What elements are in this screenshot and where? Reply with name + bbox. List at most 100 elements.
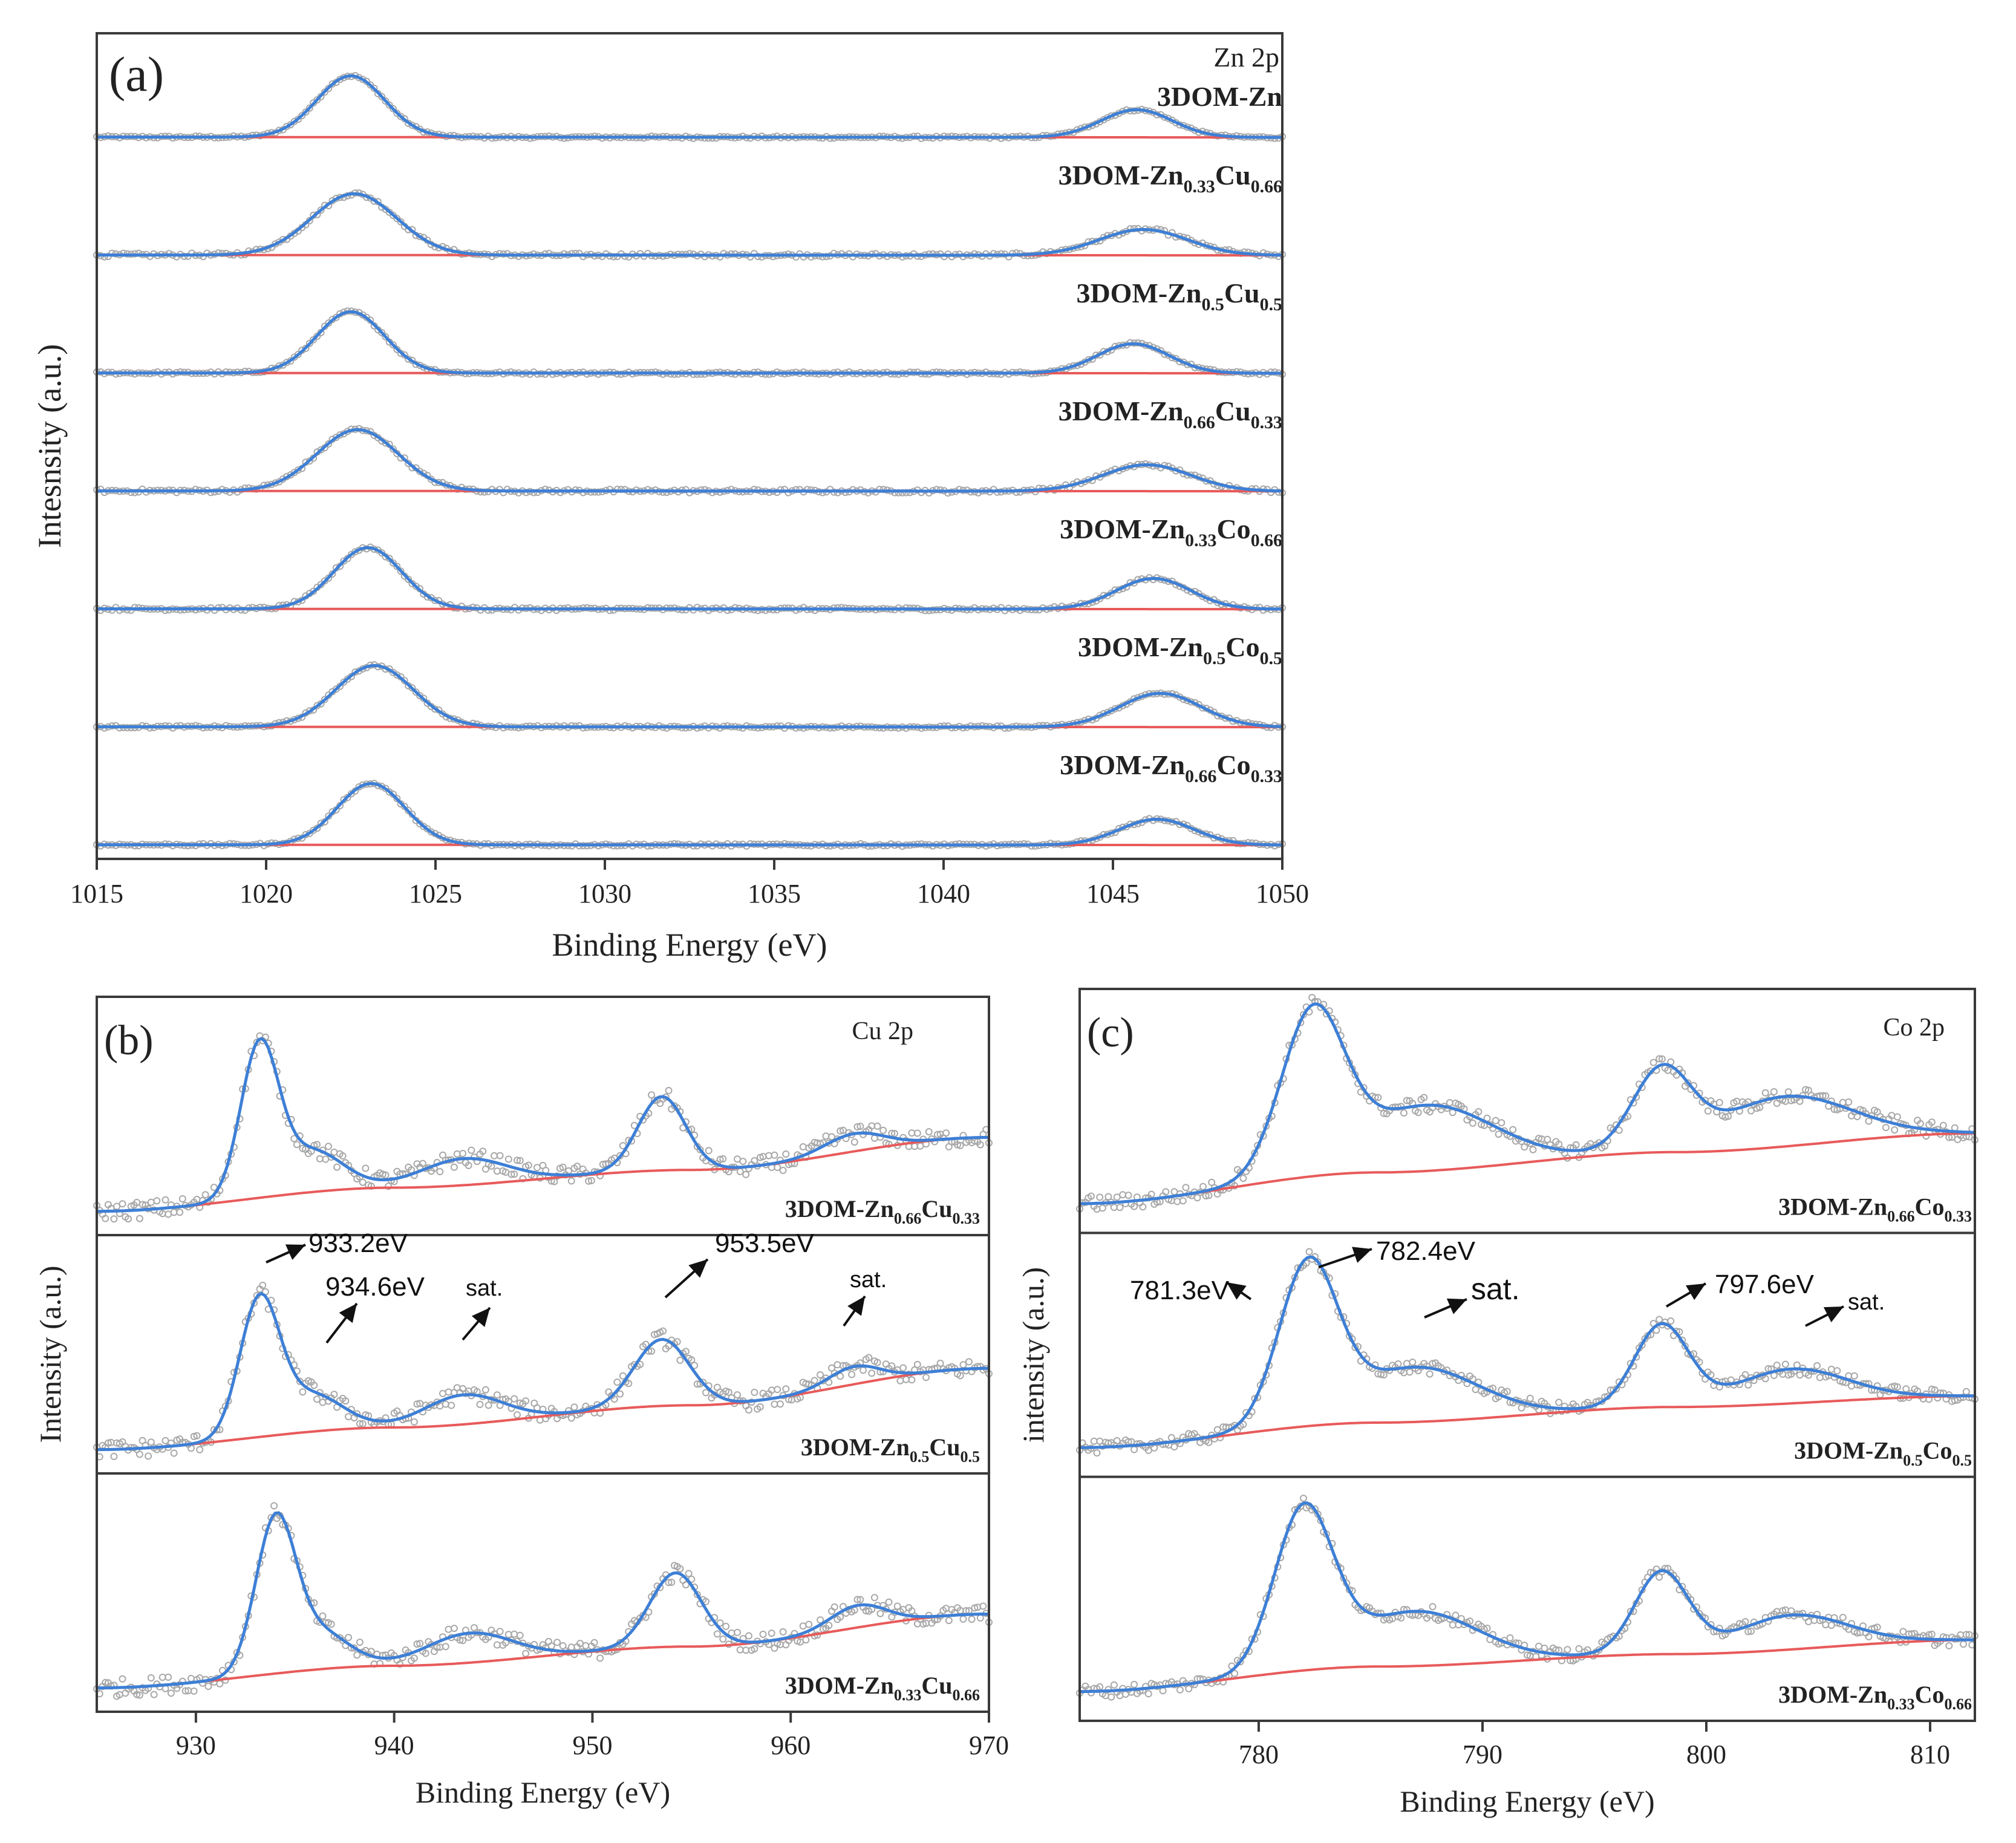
data-point [332, 313, 340, 321]
series-label-sub: 0.5 [1903, 1452, 1923, 1469]
data-point [771, 1400, 778, 1408]
data-point [147, 1438, 155, 1446]
data-point [468, 1146, 475, 1154]
annotation-arrowhead [1686, 1284, 1706, 1300]
data-point [908, 1376, 916, 1384]
data-point [476, 1400, 484, 1408]
raw-data-points [93, 543, 1286, 615]
data-point [1506, 1634, 1514, 1642]
background-line [97, 1367, 990, 1451]
series-label: 3DOM-Zn0.33Cu0.66 [1059, 160, 1282, 197]
data-point [865, 1354, 873, 1362]
data-point [1902, 1385, 1910, 1393]
series-label: 3DOM-Zn0.5Co0.5 [1078, 631, 1282, 668]
series-label-element: Co [1915, 1681, 1945, 1708]
data-point [1761, 1375, 1769, 1383]
y-axis-label: Intesnsity (a.u.) [31, 344, 68, 548]
data-point [582, 1642, 590, 1649]
data-point [345, 1413, 352, 1421]
data-point [590, 1639, 598, 1646]
data-point [913, 1360, 921, 1368]
data-point [321, 88, 328, 96]
series-3DOM-Zn0.5Cu0.5: 3DOM-Zn0.5Cu0.5 [93, 278, 1286, 378]
data-point [507, 1170, 515, 1178]
data-point [676, 1356, 684, 1364]
data-point [665, 1579, 673, 1587]
annotation-label: 797.6eV [1715, 1270, 1815, 1299]
data-point [1300, 1495, 1307, 1502]
data-point [650, 1097, 658, 1104]
series-label: 3DOM-Zn0.66Cu0.33 [785, 1195, 980, 1227]
data-point [570, 1403, 578, 1411]
data-point [1377, 1371, 1385, 1378]
data-point [450, 1163, 458, 1171]
data-point [1483, 1625, 1491, 1632]
data-point [448, 1401, 455, 1409]
data-point [382, 97, 390, 105]
series-3DOM-Zn0.5Co0.5: 3DOM-Zn0.5Co0.5 [93, 631, 1286, 732]
data-point [1761, 1089, 1769, 1097]
data-point [685, 1570, 693, 1577]
data-point [1613, 1385, 1620, 1393]
data-point [802, 1636, 810, 1644]
data-point [193, 1432, 201, 1440]
data-point [1179, 1197, 1187, 1205]
data-point [393, 795, 401, 803]
data-point [410, 1654, 418, 1662]
data-point [408, 122, 416, 129]
data-point [1305, 1248, 1313, 1256]
series-label-main: 3DOM-Zn [801, 1434, 910, 1461]
data-point [161, 1437, 169, 1444]
plot-frame [1078, 988, 1976, 1722]
data-point [321, 696, 328, 703]
x-tick-label: 1035 [748, 879, 801, 908]
data-point [400, 803, 408, 811]
data-point [313, 702, 321, 709]
fit-line [1080, 1255, 1975, 1449]
raw-data-points [93, 661, 1286, 732]
series-label-element: Co [1216, 749, 1250, 780]
data-point [459, 1150, 467, 1157]
data-point [1446, 1099, 1453, 1107]
x-tick-label: 1025 [409, 879, 462, 908]
data-point [113, 1202, 121, 1210]
series-label-element: Cu [1215, 396, 1251, 426]
background-line [1080, 1639, 1975, 1693]
data-point [413, 1400, 421, 1408]
data-point [491, 1152, 498, 1160]
series-label-element: Cu [921, 1672, 952, 1699]
series-label-sub: 0.33 [953, 1210, 980, 1227]
data-point [648, 1347, 656, 1355]
data-point [1535, 1135, 1542, 1143]
data-point [1498, 1119, 1505, 1127]
data-point [716, 1619, 724, 1627]
series-label: 3DOM-Zn0.33Cu0.66 [785, 1672, 980, 1704]
data-point [567, 1177, 575, 1185]
series-label-sub: 0.66 [1251, 177, 1282, 197]
data-point [176, 1209, 184, 1216]
data-point [298, 112, 306, 120]
data-point [1088, 1192, 1095, 1200]
data-point [1202, 1192, 1210, 1200]
peak-annotation: sat. [462, 1276, 503, 1341]
data-point [178, 1195, 186, 1202]
x-tick-label: 810 [1910, 1740, 1950, 1769]
data-point [396, 1660, 404, 1668]
data-point [1555, 1140, 1563, 1148]
data-point [345, 1634, 352, 1642]
data-point [493, 1391, 501, 1399]
data-point [1793, 1361, 1801, 1369]
data-point [771, 1151, 778, 1159]
data-point [1535, 1642, 1542, 1650]
series-label-sub: 0.33 [894, 1686, 922, 1704]
background-line [1080, 1395, 1975, 1449]
data-point [161, 1196, 169, 1204]
data-point [1647, 1568, 1654, 1576]
data-point [302, 108, 310, 116]
data-point [405, 575, 413, 583]
data-point [734, 1628, 741, 1636]
fit-line [97, 546, 1283, 611]
data-point [104, 1439, 112, 1447]
data-point [1414, 1109, 1422, 1117]
data-point [1916, 1120, 1924, 1127]
